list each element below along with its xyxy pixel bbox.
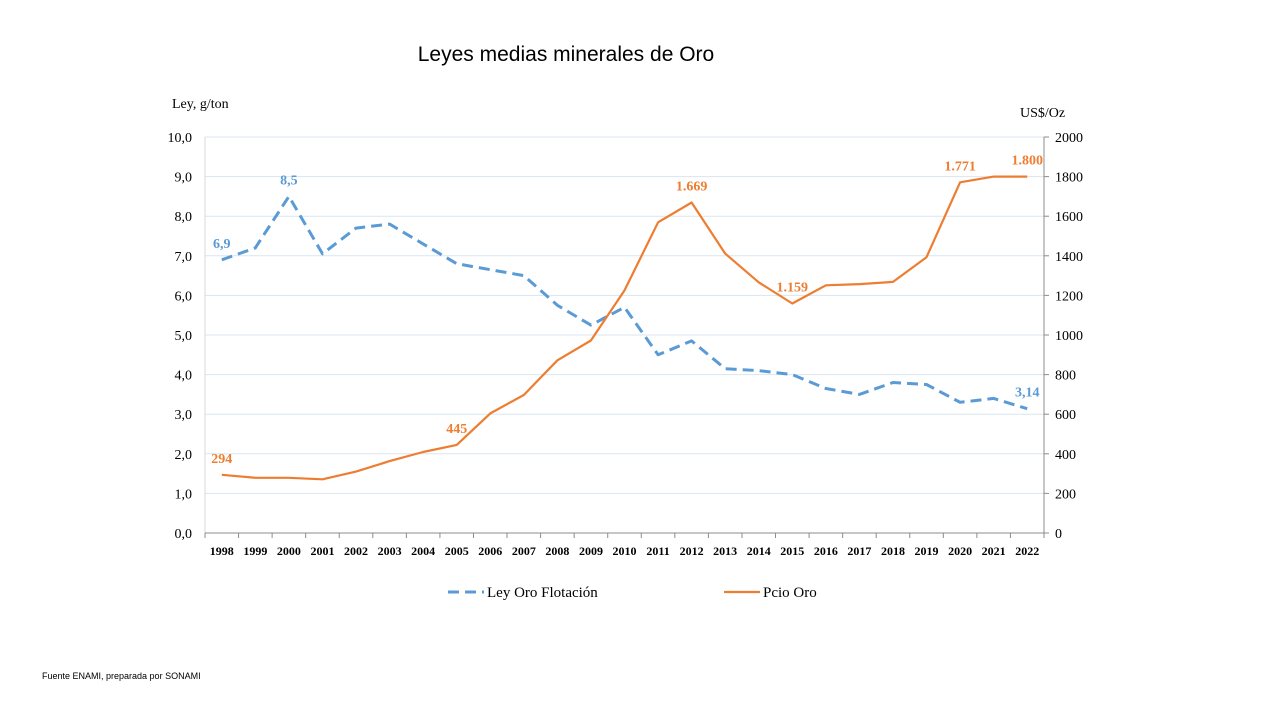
x-tick-label: 2015	[780, 544, 804, 558]
x-tick-label: 2000	[277, 544, 301, 558]
x-tick-label: 2003	[378, 544, 402, 558]
right-tick-label: 600	[1055, 408, 1076, 423]
left-tick-label: 5,0	[175, 329, 193, 344]
left-axis-ticks: 0,0 1,0 2,0 3,0 4,0 5,0 6,0 7,0 8,0 9,0 10,0	[168, 131, 193, 542]
left-axis-label: Ley, g/ton	[172, 97, 229, 112]
legend: Ley Oro Flotación Pcio Oro	[448, 585, 817, 601]
series-line-1	[221, 175, 1028, 481]
x-tick-label: 2016	[814, 544, 838, 558]
x-tick-label: 2020	[948, 544, 972, 558]
x-tick-label: 2018	[881, 544, 905, 558]
x-tick-label: 2017	[847, 544, 871, 558]
x-axis-ticks: 1998 1999 2000 2001 2002 2003 2004 2005 2006 2007…	[204, 533, 1045, 558]
x-tick-label: 2004	[411, 544, 435, 558]
data-label: 1.800	[1011, 154, 1043, 169]
series-lines	[221, 175, 1028, 481]
gridlines	[205, 136, 1044, 494]
left-tick-label: 3,0	[175, 408, 193, 423]
x-tick-label: 2006	[478, 544, 502, 558]
data-labels: 6,9 8,5 3,14 294 445 1.669 1.159 1.771 1.800	[211, 154, 1043, 467]
series-line-0	[221, 194, 1028, 411]
left-tick-label: 1,0	[175, 487, 193, 502]
x-tick-label: 1999	[243, 544, 267, 558]
x-tick-label: 2022	[1015, 544, 1039, 558]
data-label: 3,14	[1015, 386, 1040, 401]
right-tick-label: 400	[1055, 448, 1076, 463]
right-tick-label: 1600	[1055, 210, 1083, 225]
left-tick-label: 4,0	[175, 369, 193, 384]
data-label: 1.669	[676, 180, 708, 195]
left-tick-label: 7,0	[175, 250, 193, 265]
data-label: 6,9	[213, 237, 231, 252]
right-tick-label: 800	[1055, 369, 1076, 384]
left-tick-label: 10,0	[168, 131, 193, 146]
source-note: Fuente ENAMI, preparada por SONAMI	[42, 671, 201, 681]
left-tick-label: 9,0	[175, 171, 193, 186]
left-tick-label: 6,0	[175, 289, 193, 304]
right-tick-label: 1800	[1055, 171, 1083, 186]
right-tick-label: 0	[1055, 527, 1062, 542]
legend-label-pcio-oro: Pcio Oro	[763, 585, 817, 601]
data-label: 294	[211, 452, 232, 467]
x-tick-label: 2021	[982, 544, 1006, 558]
x-tick-label: 2019	[915, 544, 939, 558]
right-axis-ticks: 0 200 400 600 800 1000 1200 1400 1600 1800 2000	[1044, 131, 1083, 542]
x-tick-label: 2010	[613, 544, 637, 558]
right-tick-label: 1000	[1055, 329, 1083, 344]
left-tick-label: 2,0	[175, 448, 193, 463]
left-tick-label: 0,0	[175, 527, 193, 542]
x-tick-label: 2012	[680, 544, 704, 558]
x-tick-label: 2008	[545, 544, 569, 558]
x-tick-label: 2001	[310, 544, 334, 558]
data-label: 1.159	[777, 281, 809, 296]
right-tick-label: 2000	[1055, 131, 1083, 146]
x-tick-label: 2011	[646, 544, 669, 558]
left-tick-label: 8,0	[175, 210, 193, 225]
chart-title: Leyes medias minerales de Oro	[418, 43, 714, 66]
right-axis-label: US$/Oz	[1020, 106, 1065, 121]
x-tick-label: 2014	[747, 544, 771, 558]
x-tick-label: 2002	[344, 544, 368, 558]
right-tick-label: 1200	[1055, 289, 1083, 304]
x-tick-label: 2007	[512, 544, 536, 558]
data-label: 8,5	[280, 173, 298, 188]
right-tick-label: 1400	[1055, 250, 1083, 265]
x-tick-label: 1998	[210, 544, 234, 558]
right-tick-label: 200	[1055, 487, 1076, 502]
x-tick-label: 2005	[445, 544, 469, 558]
data-label: 445	[446, 422, 467, 437]
legend-label-ley-oro: Ley Oro Flotación	[487, 585, 598, 601]
data-label: 1.771	[944, 159, 976, 174]
x-tick-label: 2009	[579, 544, 603, 558]
x-tick-label: 2013	[713, 544, 737, 558]
